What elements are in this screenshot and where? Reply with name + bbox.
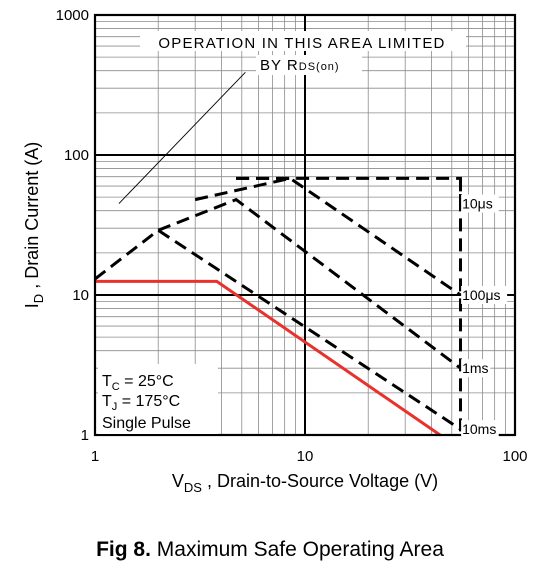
annotation-line-2-sub: DS(on) — [299, 61, 340, 73]
condition-tj-sub: J — [112, 401, 118, 413]
series-line-10ms — [94, 228, 462, 431]
y-tick-label: 10 — [72, 287, 89, 304]
annotation-line-1: OPERATION IN THIS AREA LIMITED — [158, 35, 445, 52]
annotation-box: OPERATION IN THIS AREA LIMITED BY RDS(on… — [140, 31, 466, 75]
line-label-bg — [461, 359, 491, 378]
y-axis-label-rest: , Drain Current (A) — [22, 142, 42, 294]
line-label: 1ms — [462, 360, 488, 376]
figure-caption: Fig 8. Maximum Safe Operating Area — [0, 538, 540, 562]
x-axis-label-main: V — [172, 471, 184, 491]
x-tick-label: 1 — [91, 448, 99, 465]
condition-tj: TJ = 175°C — [102, 393, 180, 413]
condition-tc-main: T — [102, 373, 112, 390]
series-line-10s — [236, 176, 462, 204]
condition-pulse: Single Pulse — [102, 415, 191, 432]
y-tick-label: 100 — [64, 147, 89, 164]
rdson-limit-line — [95, 279, 441, 437]
condition-tj-main: T — [102, 393, 112, 410]
line-label-bg — [461, 286, 508, 304]
y-tick-label: 1 — [81, 427, 89, 444]
line-label: 10μs — [462, 196, 493, 212]
annotation-line-2-prefix: BY R — [260, 57, 299, 74]
annotation-pointer-line — [118, 71, 246, 204]
condition-tc: TC = 25°C — [102, 373, 174, 393]
series-line-100s — [194, 176, 462, 297]
figure-number: Fig 8. — [96, 538, 151, 561]
tick-labels: 1 10 100 1 10 100 1000 — [56, 7, 528, 465]
series-line-1ms — [157, 197, 462, 370]
conditions-box: TC = 25°C TJ = 175°C Single Pulse — [98, 364, 218, 434]
series-group — [94, 176, 462, 437]
x-tick-label: 100 — [502, 448, 527, 465]
x-axis-label: VDS , Drain-to-Source Voltage (V) — [172, 471, 438, 495]
y-axis-label-sub: D — [31, 294, 46, 303]
condition-tc-value: = 25°C — [120, 373, 174, 390]
figure-title: Maximum Safe Operating Area — [156, 538, 444, 561]
plot-frame — [93, 13, 517, 437]
line-label: 100μs — [462, 287, 500, 303]
line-label: 10ms — [462, 421, 496, 437]
y-axis-label-main: I — [22, 303, 42, 308]
x-axis-label-rest: , Drain-to-Source Voltage (V) — [202, 471, 438, 491]
annotation-line-2: BY RDS(on) — [260, 57, 340, 74]
y-axis-label: ID , Drain Current (A) — [22, 142, 46, 308]
soa-chart: 1 10 100 1 10 100 1000 10μs 100μs 1ms 10ms OPERAT… — [22, 7, 528, 495]
x-tick-label: 10 — [297, 448, 314, 465]
line-label-bg — [461, 194, 499, 213]
plot-border — [93, 13, 517, 437]
line-labels: 10μs 100μs 1ms 10ms — [461, 194, 508, 439]
condition-tc-sub: C — [112, 381, 120, 393]
x-axis-label-sub: DS — [184, 480, 202, 495]
condition-tj-value: = 175°C — [117, 393, 180, 410]
y-tick-label: 1000 — [56, 7, 89, 24]
line-label-bg — [461, 420, 499, 439]
